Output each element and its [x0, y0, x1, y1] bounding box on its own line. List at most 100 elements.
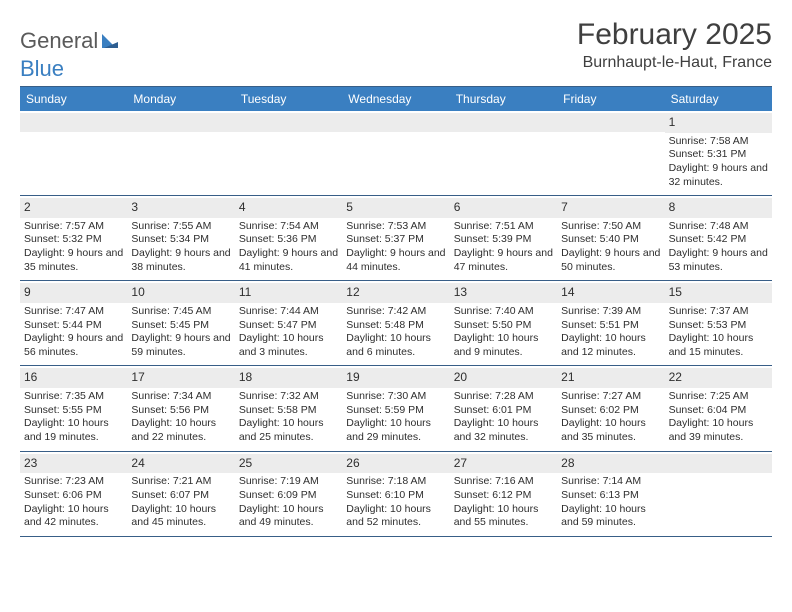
daylight-text: Daylight: 10 hours and 32 minutes.: [454, 417, 553, 444]
sunrise-text: Sunrise: 7:27 AM: [561, 390, 660, 404]
day-cell: 14Sunrise: 7:39 AMSunset: 5:51 PMDayligh…: [557, 281, 664, 365]
day-cell: 21Sunrise: 7:27 AMSunset: 6:02 PMDayligh…: [557, 366, 664, 450]
sunrise-text: Sunrise: 7:28 AM: [454, 390, 553, 404]
daylight-text: Daylight: 10 hours and 49 minutes.: [239, 503, 338, 530]
day-number: 9: [20, 283, 127, 303]
empty-day: [342, 113, 449, 132]
sunrise-text: Sunrise: 7:51 AM: [454, 220, 553, 234]
daylight-text: Daylight: 10 hours and 55 minutes.: [454, 503, 553, 530]
day-cell: 1Sunrise: 7:58 AMSunset: 5:31 PMDaylight…: [665, 111, 772, 195]
day-cell: 24Sunrise: 7:21 AMSunset: 6:07 PMDayligh…: [127, 452, 234, 536]
day-cell: 9 Sunrise: 7:47 AMSunset: 5:44 PMDaylight…: [20, 281, 127, 365]
weekday-header: Saturday: [665, 87, 772, 111]
empty-day: [450, 113, 557, 132]
day-number: 14: [557, 283, 664, 303]
week-row: 16Sunrise: 7:35 AMSunset: 5:55 PMDayligh…: [20, 366, 772, 451]
day-cell: 12Sunrise: 7:42 AMSunset: 5:48 PMDayligh…: [342, 281, 449, 365]
daylight-text: Daylight: 9 hours and 53 minutes.: [669, 247, 768, 274]
day-number: 27: [450, 454, 557, 474]
day-cell: 10Sunrise: 7:45 AMSunset: 5:45 PMDayligh…: [127, 281, 234, 365]
day-cell: 4Sunrise: 7:54 AMSunset: 5:36 PMDaylight…: [235, 196, 342, 280]
day-cell: 17Sunrise: 7:34 AMSunset: 5:56 PMDayligh…: [127, 366, 234, 450]
day-number: 2: [20, 198, 127, 218]
day-cell: 7 Sunrise: 7:50 AMSunset: 5:40 PMDaylight…: [557, 196, 664, 280]
empty-day: [665, 454, 772, 473]
sunset-text: Sunset: 5:40 PM: [561, 233, 660, 247]
empty-day: [20, 113, 127, 132]
title-block: February 2025 Burnhaupt-le-Haut, France: [577, 18, 772, 72]
sunset-text: Sunset: 5:51 PM: [561, 319, 660, 333]
sunset-text: Sunset: 6:01 PM: [454, 404, 553, 418]
daylight-text: Daylight: 9 hours and 32 minutes.: [669, 162, 768, 189]
sunrise-text: Sunrise: 7:57 AM: [24, 220, 123, 234]
day-cell: [557, 111, 664, 195]
sunrise-text: Sunrise: 7:40 AM: [454, 305, 553, 319]
day-number: 28: [557, 454, 664, 474]
daylight-text: Daylight: 9 hours and 56 minutes.: [24, 332, 123, 359]
day-cell: 15Sunrise: 7:37 AMSunset: 5:53 PMDayligh…: [665, 281, 772, 365]
sunset-text: Sunset: 5:42 PM: [669, 233, 768, 247]
day-cell: 20Sunrise: 7:28 AMSunset: 6:01 PMDayligh…: [450, 366, 557, 450]
weekday-header: Friday: [557, 87, 664, 111]
sunrise-text: Sunrise: 7:19 AM: [239, 475, 338, 489]
day-number: 23: [20, 454, 127, 474]
day-cell: 27Sunrise: 7:16 AMSunset: 6:12 PMDayligh…: [450, 452, 557, 536]
daylight-text: Daylight: 10 hours and 39 minutes.: [669, 417, 768, 444]
day-cell: 3Sunrise: 7:55 AMSunset: 5:34 PMDaylight…: [127, 196, 234, 280]
daylight-text: Daylight: 9 hours and 44 minutes.: [346, 247, 445, 274]
sunset-text: Sunset: 6:10 PM: [346, 489, 445, 503]
day-cell: 19Sunrise: 7:30 AMSunset: 5:59 PMDayligh…: [342, 366, 449, 450]
weekday-header: Monday: [127, 87, 234, 111]
empty-day: [235, 113, 342, 132]
month-title: February 2025: [577, 18, 772, 52]
weekday-header-row: Sunday Monday Tuesday Wednesday Thursday…: [20, 87, 772, 111]
day-number: 12: [342, 283, 449, 303]
sunrise-text: Sunrise: 7:44 AM: [239, 305, 338, 319]
daylight-text: Daylight: 9 hours and 47 minutes.: [454, 247, 553, 274]
day-cell: 5Sunrise: 7:53 AMSunset: 5:37 PMDaylight…: [342, 196, 449, 280]
day-cell: [342, 111, 449, 195]
weekday-header: Thursday: [450, 87, 557, 111]
sunset-text: Sunset: 6:06 PM: [24, 489, 123, 503]
daylight-text: Daylight: 9 hours and 50 minutes.: [561, 247, 660, 274]
sunrise-text: Sunrise: 7:50 AM: [561, 220, 660, 234]
day-cell: [450, 111, 557, 195]
day-cell: [235, 111, 342, 195]
day-number: 11: [235, 283, 342, 303]
sunset-text: Sunset: 5:45 PM: [131, 319, 230, 333]
empty-day: [127, 113, 234, 132]
sunrise-text: Sunrise: 7:37 AM: [669, 305, 768, 319]
sunrise-text: Sunrise: 7:39 AM: [561, 305, 660, 319]
daylight-text: Daylight: 10 hours and 19 minutes.: [24, 417, 123, 444]
sunrise-text: Sunrise: 7:21 AM: [131, 475, 230, 489]
sunset-text: Sunset: 5:44 PM: [24, 319, 123, 333]
sunset-text: Sunset: 5:34 PM: [131, 233, 230, 247]
daylight-text: Daylight: 10 hours and 52 minutes.: [346, 503, 445, 530]
day-cell: [20, 111, 127, 195]
day-number: 7: [557, 198, 664, 218]
day-cell: 6Sunrise: 7:51 AMSunset: 5:39 PMDaylight…: [450, 196, 557, 280]
day-number: 17: [127, 368, 234, 388]
daylight-text: Daylight: 10 hours and 22 minutes.: [131, 417, 230, 444]
sunrise-text: Sunrise: 7:14 AM: [561, 475, 660, 489]
logo-text-1: General: [20, 28, 98, 54]
sunrise-text: Sunrise: 7:47 AM: [24, 305, 123, 319]
logo: General: [20, 18, 120, 54]
day-number: 13: [450, 283, 557, 303]
sunrise-text: Sunrise: 7:34 AM: [131, 390, 230, 404]
sunrise-text: Sunrise: 7:16 AM: [454, 475, 553, 489]
daylight-text: Daylight: 10 hours and 15 minutes.: [669, 332, 768, 359]
sunrise-text: Sunrise: 7:54 AM: [239, 220, 338, 234]
day-number: 8: [665, 198, 772, 218]
daylight-text: Daylight: 10 hours and 45 minutes.: [131, 503, 230, 530]
sunrise-text: Sunrise: 7:42 AM: [346, 305, 445, 319]
day-cell: 28Sunrise: 7:14 AMSunset: 6:13 PMDayligh…: [557, 452, 664, 536]
day-number: 22: [665, 368, 772, 388]
sunset-text: Sunset: 5:59 PM: [346, 404, 445, 418]
daylight-text: Daylight: 10 hours and 29 minutes.: [346, 417, 445, 444]
sunrise-text: Sunrise: 7:55 AM: [131, 220, 230, 234]
sunset-text: Sunset: 5:39 PM: [454, 233, 553, 247]
weekday-header: Wednesday: [342, 87, 449, 111]
empty-day: [557, 113, 664, 132]
day-cell: [665, 452, 772, 536]
